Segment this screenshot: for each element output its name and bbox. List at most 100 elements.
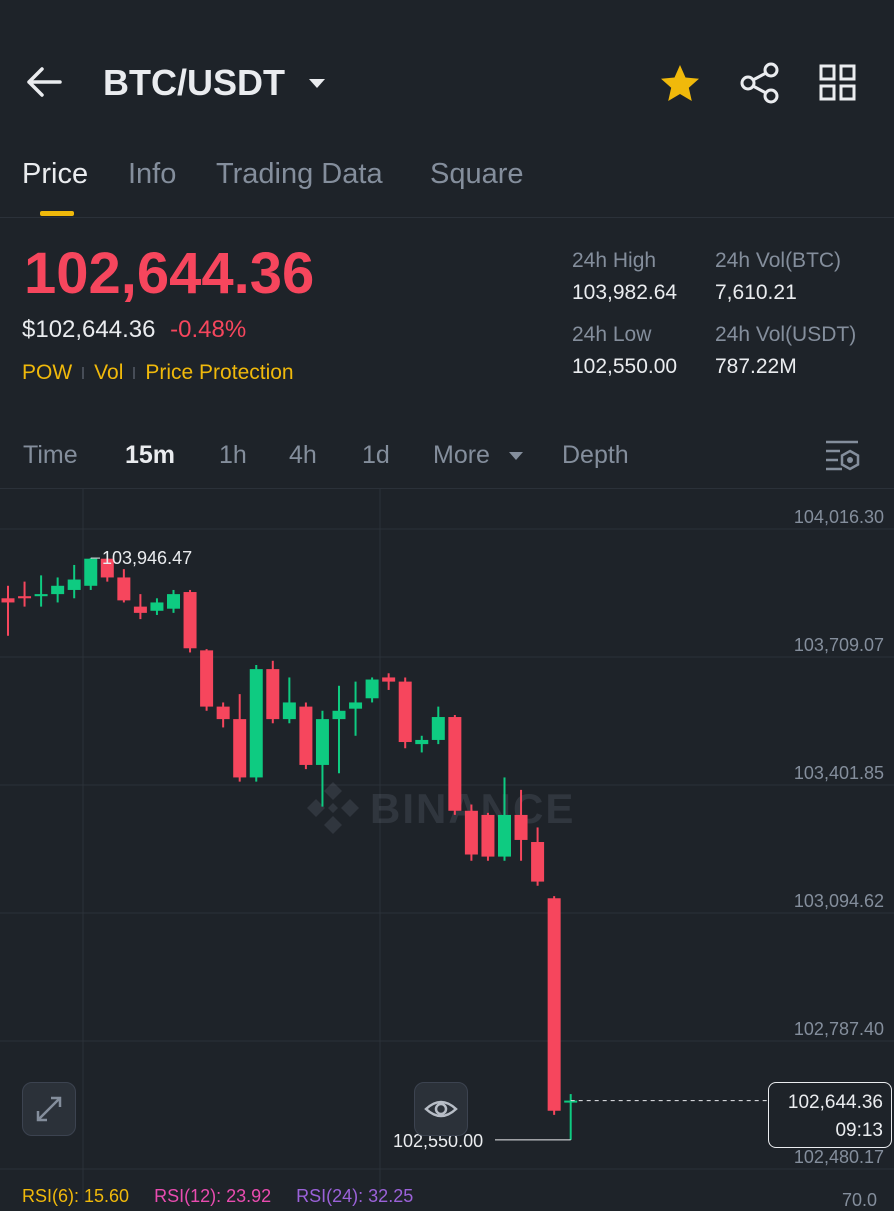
- tab-trading-data[interactable]: Trading Data: [216, 158, 383, 190]
- candle-body: [531, 842, 545, 882]
- favorite-button[interactable]: [658, 62, 702, 104]
- timeframe-4h[interactable]: 4h: [289, 441, 317, 469]
- timeframe-divider: [0, 488, 894, 489]
- candle-body: [51, 585, 65, 595]
- candle-body: [100, 558, 114, 578]
- candle: [514, 789, 528, 861]
- candle-body: [67, 579, 81, 590]
- y-axis-label: 102,787.40: [793, 1018, 884, 1039]
- candle: [51, 577, 65, 603]
- vol-usdt-label: 24h Vol(USDT): [715, 323, 857, 346]
- timeframe-more[interactable]: More: [433, 441, 524, 470]
- timeframe-time[interactable]: Time: [23, 441, 78, 469]
- candle-body: [365, 679, 379, 699]
- candle: [117, 569, 131, 603]
- candle-body: [167, 594, 180, 609]
- candle: [84, 558, 98, 590]
- back-button[interactable]: [22, 62, 66, 102]
- candle-body: [34, 594, 48, 597]
- rsi-axis-label: 70.0: [842, 1190, 878, 1210]
- candle-body: [84, 558, 98, 586]
- y-axis-label: 103,401.85: [793, 762, 884, 783]
- candle-body: [282, 702, 296, 720]
- timeframe-depth[interactable]: Depth: [562, 441, 629, 469]
- tag-price-protection[interactable]: Price Protection: [145, 361, 294, 384]
- timeframe-more-label: More: [433, 441, 490, 469]
- rsi-legend: RSI(6): 15.60 RSI(12): 23.92 RSI(24): 32…: [22, 1186, 413, 1207]
- rsi-6: RSI(6): 15.60: [22, 1186, 130, 1206]
- vol-btc-value: 7,610.21: [715, 281, 797, 304]
- candle: [233, 694, 247, 782]
- candle: [547, 896, 561, 1115]
- high-marker-label: 103,946.47: [102, 548, 193, 568]
- candle: [299, 702, 313, 770]
- current-price-value: 102,644.36: [787, 1092, 883, 1113]
- candle-body: [431, 717, 445, 740]
- share-button[interactable]: [738, 62, 782, 104]
- visibility-toggle-button[interactable]: [414, 1082, 468, 1136]
- candle: [382, 673, 396, 690]
- candle-body: [464, 810, 478, 855]
- candle: [398, 677, 412, 749]
- candle: [266, 660, 280, 724]
- low-label: 24h Low: [572, 323, 652, 346]
- candle: [498, 777, 511, 861]
- y-axis-label: 103,094.62: [793, 891, 884, 911]
- candlestick-chart[interactable]: BINANCE: [0, 489, 894, 1200]
- candle-body: [448, 717, 462, 811]
- current-price-tag[interactable]: 102,644.36 09:13: [768, 1082, 892, 1148]
- expand-icon: [36, 1096, 62, 1122]
- candle-body: [233, 719, 247, 778]
- star-icon: [661, 65, 699, 101]
- pair-title: BTC/USDT: [103, 62, 285, 103]
- low-marker-label: 102,550.00: [393, 1131, 484, 1151]
- candle-body: [382, 677, 396, 682]
- candle: [249, 664, 263, 782]
- candle-body: [183, 592, 197, 649]
- rsi-12: RSI(12): 23.92: [154, 1186, 272, 1206]
- pair-selector[interactable]: BTC/USDT: [103, 60, 327, 106]
- candle-body: [18, 596, 32, 599]
- share-icon: [740, 62, 779, 104]
- candle-body: [481, 814, 495, 857]
- candle-body: [150, 602, 164, 611]
- candle-body: [398, 681, 412, 743]
- candle: [150, 598, 164, 615]
- tab-info[interactable]: Info: [128, 158, 177, 190]
- fullscreen-button[interactable]: [22, 1082, 76, 1136]
- candle-body: [216, 706, 230, 720]
- grid-menu-button[interactable]: [818, 64, 858, 102]
- high-label: 24h High: [572, 249, 657, 272]
- rsi-24: RSI(24): 32.25: [296, 1186, 414, 1206]
- watermark: BINANCE: [307, 782, 573, 834]
- timeframe-15m[interactable]: 15m: [125, 441, 176, 469]
- grid-icon: [819, 64, 856, 101]
- back-arrow-icon: [27, 67, 62, 97]
- y-axis-label: 104,016.30: [793, 507, 884, 527]
- candle-body: [315, 719, 329, 765]
- tag-pow[interactable]: POW: [22, 361, 73, 384]
- timeframe-1h[interactable]: 1h: [219, 441, 247, 469]
- candle: [133, 594, 147, 620]
- candle: [415, 735, 429, 753]
- eye-icon: [424, 1100, 458, 1118]
- caret-down-icon: [508, 451, 523, 460]
- tab-square[interactable]: Square: [430, 158, 524, 190]
- tag-separator: [133, 367, 136, 380]
- timeframe-1d[interactable]: 1d: [362, 441, 390, 469]
- tag-row: POW Vol Price Protection: [22, 361, 294, 385]
- tabs-divider: [0, 217, 894, 218]
- candle: [18, 581, 32, 607]
- candle: [67, 564, 81, 599]
- candle: [365, 677, 379, 703]
- chart-settings-button[interactable]: [824, 438, 862, 472]
- price-subline: $102,644.36 -0.48%: [22, 316, 246, 344]
- candle-body: [249, 669, 263, 778]
- tag-vol[interactable]: Vol: [94, 361, 124, 384]
- tab-active-indicator: [40, 211, 74, 216]
- candle: [200, 649, 214, 711]
- candle: [531, 827, 545, 886]
- candle: [100, 558, 114, 582]
- candle-body: [299, 706, 313, 765]
- tab-price[interactable]: Price: [22, 158, 89, 190]
